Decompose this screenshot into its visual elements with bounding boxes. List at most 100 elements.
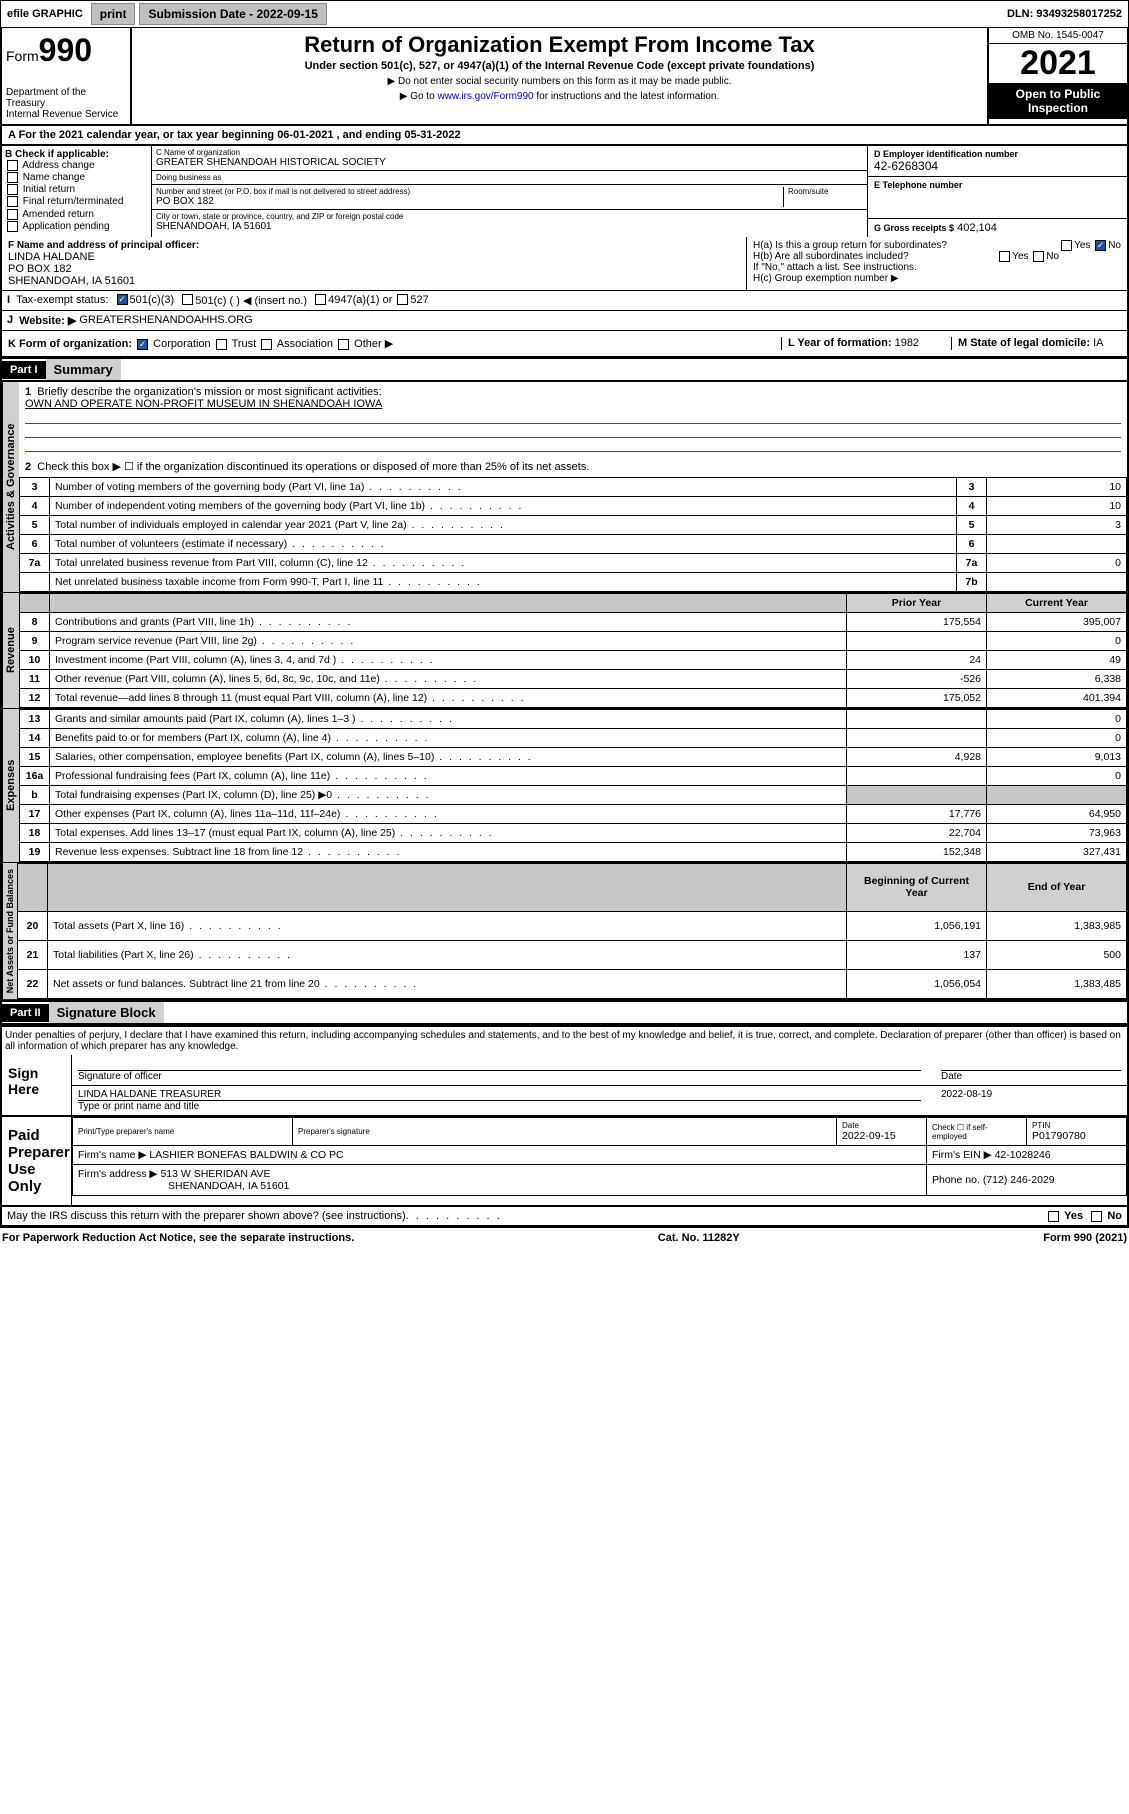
firm-addr2: SHENANDOAH, IA 51601 bbox=[168, 1180, 289, 1192]
check-final-return[interactable]: Final return/terminated bbox=[5, 196, 148, 207]
header-grid: B Check if applicable: Address change Na… bbox=[0, 146, 1129, 237]
section-c: C Name of organizationGREATER SHENANDOAH… bbox=[152, 146, 867, 237]
i-label: Tax-exempt status: bbox=[16, 294, 108, 307]
b-label: B Check if applicable: bbox=[5, 149, 148, 160]
print-name-label: Print/Type preparer's name bbox=[78, 1127, 287, 1136]
officer-addr2: SHENANDOAH, IA 51601 bbox=[8, 275, 740, 287]
hb-yes[interactable] bbox=[999, 251, 1010, 262]
check-trust[interactable] bbox=[216, 339, 227, 350]
form-word: Form bbox=[6, 48, 39, 64]
catalog-number: Cat. No. 11282Y bbox=[658, 1232, 740, 1244]
check-corp[interactable] bbox=[137, 339, 148, 350]
k-label: K Form of organization: bbox=[8, 338, 132, 350]
hb-no[interactable] bbox=[1033, 251, 1044, 262]
org-address: PO BOX 182 bbox=[156, 196, 783, 207]
part1-title: Summary bbox=[46, 359, 121, 380]
check-501c[interactable] bbox=[182, 294, 193, 305]
form-title: Return of Organization Exempt From Incom… bbox=[136, 32, 983, 58]
firm-ein-label: Firm's EIN ▶ bbox=[932, 1149, 992, 1161]
dba-label: Doing business as bbox=[156, 173, 863, 182]
form-ref: Form 990 (2021) bbox=[1043, 1232, 1127, 1244]
gross-receipts: 402,104 bbox=[957, 222, 997, 234]
firm-phone-label: Phone no. bbox=[932, 1174, 980, 1186]
hc-label: H(c) Group exemption number ▶ bbox=[753, 273, 1121, 284]
ptin-value: P01790780 bbox=[1032, 1130, 1121, 1142]
pdate-label: Date bbox=[842, 1121, 921, 1130]
line-a-period: A For the 2021 calendar year, or tax yea… bbox=[0, 126, 1129, 146]
city-label: City or town, state or province, country… bbox=[156, 212, 863, 221]
page-footer: For Paperwork Reduction Act Notice, see … bbox=[0, 1227, 1129, 1248]
firm-addr1: 513 W SHERIDAN AVE bbox=[160, 1168, 270, 1180]
tax-year: 2021 bbox=[989, 44, 1127, 83]
prep-sig-label: Preparer's signature bbox=[298, 1127, 831, 1136]
submission-date-button[interactable]: Submission Date - 2022-09-15 bbox=[139, 3, 326, 25]
sign-here-block: Sign Here Signature of officer Date LIND… bbox=[0, 1055, 1129, 1117]
e-phone-label: E Telephone number bbox=[874, 180, 1121, 190]
irs-link[interactable]: www.irs.gov/Form990 bbox=[437, 91, 533, 102]
vtab-expenses: Expenses bbox=[2, 709, 19, 862]
vtab-net-assets: Net Assets or Fund Balances bbox=[2, 863, 17, 999]
dept-label: Department of the Treasury bbox=[6, 87, 126, 109]
officer-addr1: PO BOX 182 bbox=[8, 263, 740, 275]
sign-here-label: Sign Here bbox=[2, 1055, 72, 1115]
check-initial-return[interactable]: Initial return bbox=[5, 184, 148, 195]
table-revenue: Prior YearCurrent Year8Contributions and… bbox=[19, 593, 1127, 708]
sig-officer-label: Signature of officer bbox=[78, 1070, 921, 1082]
q1-label: Briefly describe the organization's miss… bbox=[37, 386, 381, 398]
form-header: Form990 Department of the Treasury Inter… bbox=[0, 28, 1129, 126]
type-name-label: Type or print name and title bbox=[78, 1100, 921, 1112]
form-subtitle: Under section 501(c), 527, or 4947(a)(1)… bbox=[136, 60, 983, 72]
may-irs-yes[interactable] bbox=[1048, 1211, 1059, 1222]
firm-phone: (712) 246-2029 bbox=[983, 1174, 1055, 1186]
table-governance: 3Number of voting members of the governi… bbox=[19, 477, 1127, 592]
paid-preparer-table: Print/Type preparer's name Preparer's si… bbox=[72, 1117, 1127, 1196]
may-irs-text: May the IRS discuss this return with the… bbox=[7, 1210, 406, 1222]
check-assoc[interactable] bbox=[261, 339, 272, 350]
firm-name: LASHIER BONEFAS BALDWIN & CO PC bbox=[149, 1149, 343, 1161]
paid-preparer-block: Paid Preparer Use Only Print/Type prepar… bbox=[0, 1117, 1129, 1207]
ha-no[interactable] bbox=[1095, 240, 1106, 251]
goto-instruction: ▶ Go to www.irs.gov/Form990 for instruct… bbox=[136, 91, 983, 102]
efile-label: efile GRAPHIC bbox=[1, 5, 89, 23]
firm-ein: 42-1028246 bbox=[995, 1149, 1051, 1161]
check-501c3[interactable] bbox=[117, 294, 128, 305]
pdate-value: 2022-09-15 bbox=[842, 1130, 921, 1142]
ssn-warning: ▶ Do not enter social security numbers o… bbox=[136, 76, 983, 87]
sign-date-value: 2022-08-19 bbox=[941, 1089, 1121, 1112]
check-self-employed[interactable]: Check ☐ if self-employed bbox=[927, 1118, 1027, 1146]
hb-note: If "No," attach a list. See instructions… bbox=[753, 262, 1121, 273]
omb-number: OMB No. 1545-0047 bbox=[989, 28, 1127, 44]
check-other[interactable] bbox=[338, 339, 349, 350]
part2-title: Signature Block bbox=[49, 1002, 164, 1023]
vtab-activities: Activities & Governance bbox=[2, 382, 19, 592]
firm-name-label: Firm's name ▶ bbox=[78, 1149, 146, 1161]
ha-yes[interactable] bbox=[1061, 240, 1072, 251]
part1-header: Part I Summary bbox=[0, 358, 1129, 382]
check-4947[interactable] bbox=[315, 294, 326, 305]
top-bar: efile GRAPHIC print Submission Date - 20… bbox=[0, 0, 1129, 28]
room-label: Room/suite bbox=[788, 187, 863, 196]
org-city: SHENANDOAH, IA 51601 bbox=[156, 221, 863, 232]
part2-header: Part II Signature Block bbox=[0, 1001, 1129, 1025]
mission-text: OWN AND OPERATE NON-PROFIT MUSEUM IN SHE… bbox=[25, 398, 1121, 410]
ptin-label: PTIN bbox=[1032, 1121, 1121, 1130]
officer-name: LINDA HALDANE bbox=[8, 251, 740, 263]
table-net-assets: Beginning of Current YearEnd of Year20To… bbox=[17, 863, 1127, 999]
check-527[interactable] bbox=[397, 294, 408, 305]
sig-date-label: Date bbox=[941, 1071, 1121, 1082]
vtab-revenue: Revenue bbox=[2, 593, 19, 708]
addr-label: Number and street (or P.O. box if mail i… bbox=[156, 187, 783, 196]
check-app-pending[interactable]: Application pending bbox=[5, 221, 148, 232]
check-amended[interactable]: Amended return bbox=[5, 209, 148, 220]
f-label: F Name and address of principal officer: bbox=[8, 240, 740, 251]
check-address-change[interactable]: Address change bbox=[5, 160, 148, 171]
section-f: F Name and address of principal officer:… bbox=[2, 237, 747, 290]
row-f-h: F Name and address of principal officer:… bbox=[0, 237, 1129, 291]
part1-badge: Part I bbox=[2, 361, 46, 379]
print-button[interactable]: print bbox=[91, 3, 136, 25]
ha-label: H(a) Is this a group return for subordin… bbox=[753, 240, 947, 251]
q2-label: Check this box ▶ ☐ if the organization d… bbox=[37, 461, 589, 473]
may-irs-no[interactable] bbox=[1091, 1211, 1102, 1222]
check-name-change[interactable]: Name change bbox=[5, 172, 148, 183]
section-b: B Check if applicable: Address change Na… bbox=[2, 146, 152, 237]
